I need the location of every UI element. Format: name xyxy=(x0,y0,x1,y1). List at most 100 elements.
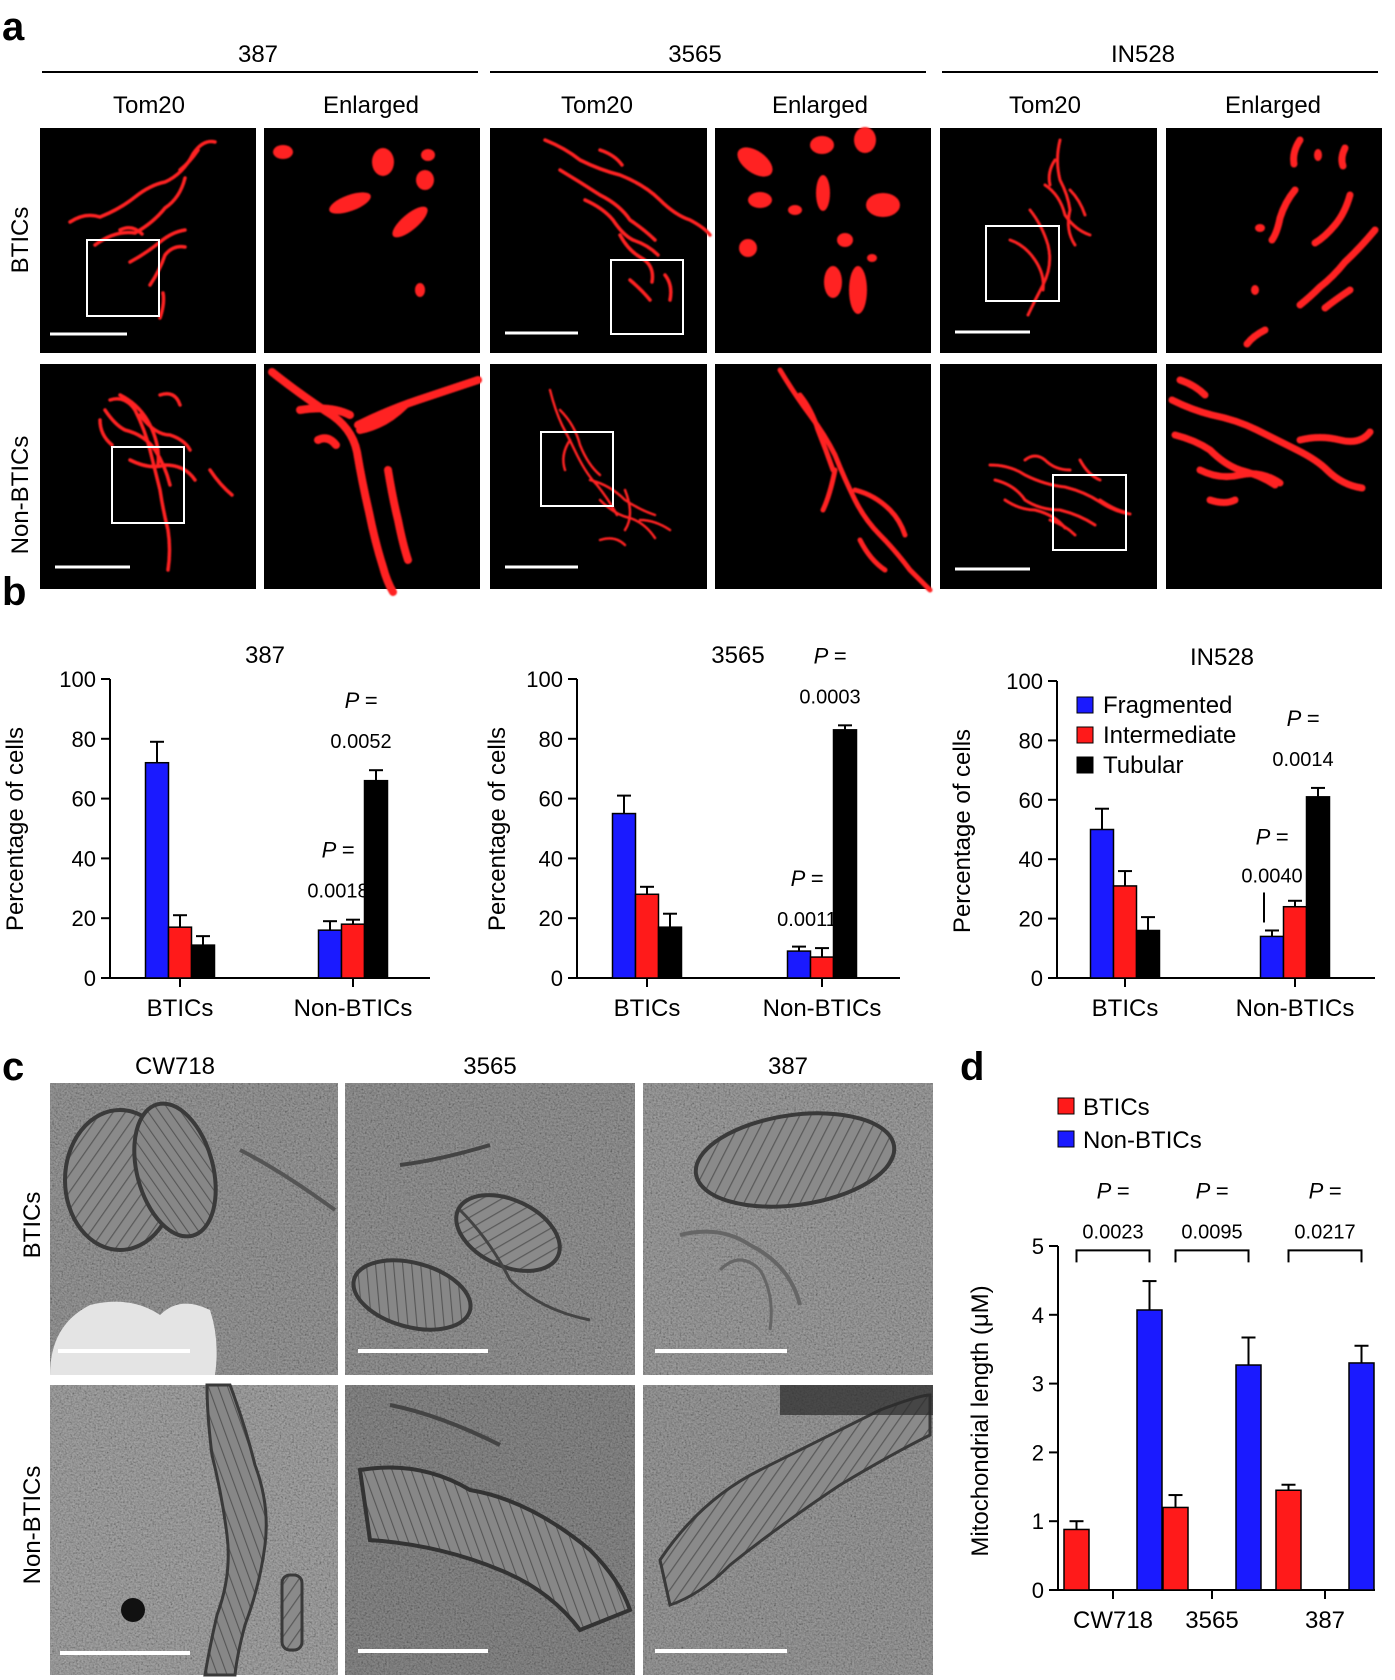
bar xyxy=(832,729,858,979)
chart-title: 387 xyxy=(245,642,285,669)
bar xyxy=(190,944,216,979)
y-tick-label: 60 xyxy=(1019,788,1043,813)
panel-label-b: b xyxy=(2,570,26,614)
x-tick-label: Non-BTICs xyxy=(294,995,413,1022)
em-column-header-387: 387 xyxy=(768,1053,808,1080)
p-label: P = xyxy=(1309,1178,1342,1203)
y-tick-label: 3 xyxy=(1032,1372,1044,1397)
column-header-tom20: Tom20 xyxy=(1009,92,1081,119)
p-label: P = xyxy=(1256,824,1289,849)
bar xyxy=(1112,885,1138,979)
bar xyxy=(144,761,170,979)
x-tick-label: 387 xyxy=(1305,1607,1345,1634)
bar xyxy=(786,950,812,979)
legend-swatch-fragmented xyxy=(1076,696,1094,714)
p-value: 0.0217 xyxy=(1294,1221,1355,1243)
y-tick-label: 0 xyxy=(551,966,563,991)
micrograph-387-non-btics-tom20 xyxy=(40,364,256,589)
bar xyxy=(1275,1489,1302,1591)
chart-3565: 3565 Percentage of cells 0 20 40 60 80 100 BTI… xyxy=(484,642,900,1022)
em-row-label-non-btics: Non-BTICs xyxy=(19,1466,46,1585)
column-header-enlarged: Enlarged xyxy=(323,92,419,119)
micrograph-387-btics-tom20 xyxy=(40,128,256,353)
bar xyxy=(1235,1364,1262,1591)
significance-bracket xyxy=(1174,1249,1250,1263)
y-tick-label: 40 xyxy=(1019,847,1043,872)
em-387-btics xyxy=(643,1083,933,1375)
micrograph-IN528-non-btics-tom20 xyxy=(940,364,1157,589)
column-header-enlarged: Enlarged xyxy=(772,92,868,119)
bar xyxy=(1305,796,1331,979)
bar xyxy=(611,812,637,979)
em-column-header-CW718: CW718 xyxy=(135,1053,215,1080)
em-CW718-btics xyxy=(50,1083,338,1375)
x-tick-label: 3565 xyxy=(1185,1607,1238,1634)
p-label: P = xyxy=(791,866,824,891)
bar xyxy=(1063,1528,1090,1591)
y-axis-label: Percentage of cells xyxy=(2,727,29,931)
bar xyxy=(317,929,343,979)
group-header-IN528: IN528 xyxy=(1111,41,1175,68)
em-387-non-btics xyxy=(643,1385,933,1675)
x-tick-label: Non-BTICs xyxy=(763,995,882,1022)
panel-a: 387 3565 IN528 Tom20 Enlarged Tom20 Enla… xyxy=(7,41,1382,596)
bar xyxy=(809,956,835,979)
legend-label-intermediate: Intermediate xyxy=(1103,722,1236,749)
y-axis-label: Mitochondrial length (μM) xyxy=(967,1285,994,1556)
y-tick-label: 0 xyxy=(84,966,96,991)
group-header-3565: 3565 xyxy=(668,41,721,68)
y-tick-label: 80 xyxy=(72,727,96,752)
panel-label-d: d xyxy=(960,1045,984,1089)
panel-label-a: a xyxy=(2,5,25,49)
column-header-tom20: Tom20 xyxy=(561,92,633,119)
y-tick-label: 100 xyxy=(1006,669,1043,694)
legend-label-fragmented: Fragmented xyxy=(1103,692,1232,719)
micrograph-3565-non-btics-enlarged xyxy=(715,364,933,593)
significance-bracket xyxy=(1287,1249,1363,1263)
panel-b: 387 Percentage of cells 0 20 40 60 80 100 BTIC… xyxy=(2,642,1375,1022)
column-header-tom20: Tom20 xyxy=(113,92,185,119)
panel-label-c: c xyxy=(2,1045,24,1089)
bar xyxy=(634,893,660,979)
row-label-btics: BTICs xyxy=(7,207,34,274)
p-label: P = xyxy=(1097,1178,1130,1203)
y-tick-label: 80 xyxy=(539,727,563,752)
y-tick-label: 60 xyxy=(72,787,96,812)
legend: BTICs Non-BTICs xyxy=(1057,1094,1202,1154)
legend-label-btics: BTICs xyxy=(1083,1094,1150,1121)
p-value: 0.0018 xyxy=(307,881,368,903)
p-label: P = xyxy=(345,688,378,713)
y-tick-label: 0 xyxy=(1031,966,1043,991)
em-3565-non-btics xyxy=(345,1385,635,1675)
y-tick-label: 80 xyxy=(1019,728,1043,753)
chart-title: IN528 xyxy=(1190,644,1254,671)
micrograph-3565-non-btics-tom20 xyxy=(490,364,707,589)
y-tick-label: 20 xyxy=(539,906,563,931)
row-label-non-btics: Non-BTICs xyxy=(7,436,34,555)
y-axis-label: Percentage of cells xyxy=(949,729,976,933)
legend-swatch-btics xyxy=(1057,1097,1075,1115)
x-tick-label: CW718 xyxy=(1073,1607,1153,1634)
p-value: 0.0011 xyxy=(777,909,837,931)
p-value: 0.0023 xyxy=(1082,1221,1143,1243)
bar xyxy=(1348,1362,1375,1591)
p-label: P = xyxy=(1287,706,1320,731)
legend-swatch-intermediate xyxy=(1076,726,1094,744)
micrograph-3565-btics-enlarged xyxy=(715,127,931,353)
significance-bracket xyxy=(1075,1249,1151,1263)
em-column-header-3565: 3565 xyxy=(463,1053,516,1080)
em-row-label-btics: BTICs xyxy=(19,1192,46,1259)
chart-IN528: IN528 Percentage of cells 0 20 40 60 80 100 BT… xyxy=(949,644,1375,1022)
legend-label-tubular: Tubular xyxy=(1103,752,1183,779)
bar xyxy=(340,923,366,979)
p-label: P = xyxy=(322,838,355,863)
y-tick-label: 4 xyxy=(1032,1303,1044,1328)
y-axis-label: Percentage of cells xyxy=(484,727,511,931)
micrograph-3565-btics-tom20 xyxy=(490,128,712,353)
p-value: 0.0052 xyxy=(330,731,391,753)
micrograph-IN528-btics-tom20 xyxy=(940,128,1157,353)
chart-387: 387 Percentage of cells 0 20 40 60 80 100 BTIC… xyxy=(2,642,430,1022)
x-tick-label: Non-BTICs xyxy=(1236,995,1355,1022)
y-tick-label: 20 xyxy=(1019,907,1043,932)
